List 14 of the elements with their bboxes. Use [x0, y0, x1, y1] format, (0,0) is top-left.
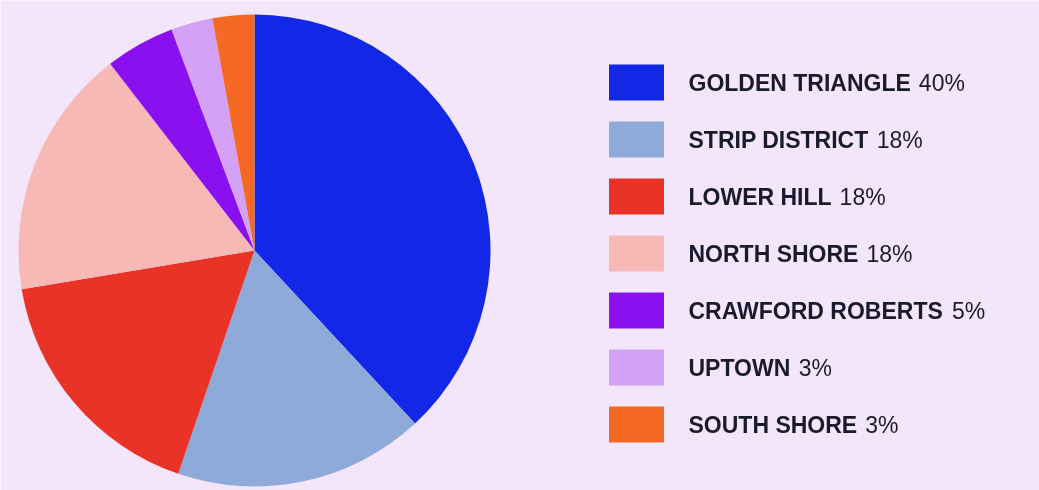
data-label: 5% [952, 297, 986, 324]
legend-label: UPTOWN [688, 354, 791, 381]
data-label: 40% [918, 69, 965, 96]
legend-label: STRIP DISTRICT [688, 126, 869, 153]
legend-label: GOLDEN TRIANGLE [688, 69, 911, 96]
data-label: 3% [798, 354, 832, 381]
data-label: 18% [866, 240, 913, 267]
data-label: 18% [839, 183, 886, 210]
data-label: 3% [865, 411, 899, 438]
data-label: 18% [876, 126, 923, 153]
legend-label: LOWER HILL [688, 183, 832, 210]
legend-label: SOUTH SHORE [688, 411, 858, 438]
legend-label: CRAWFORD ROBERTS [688, 297, 943, 324]
legend-label: NORTH SHORE [688, 240, 859, 267]
